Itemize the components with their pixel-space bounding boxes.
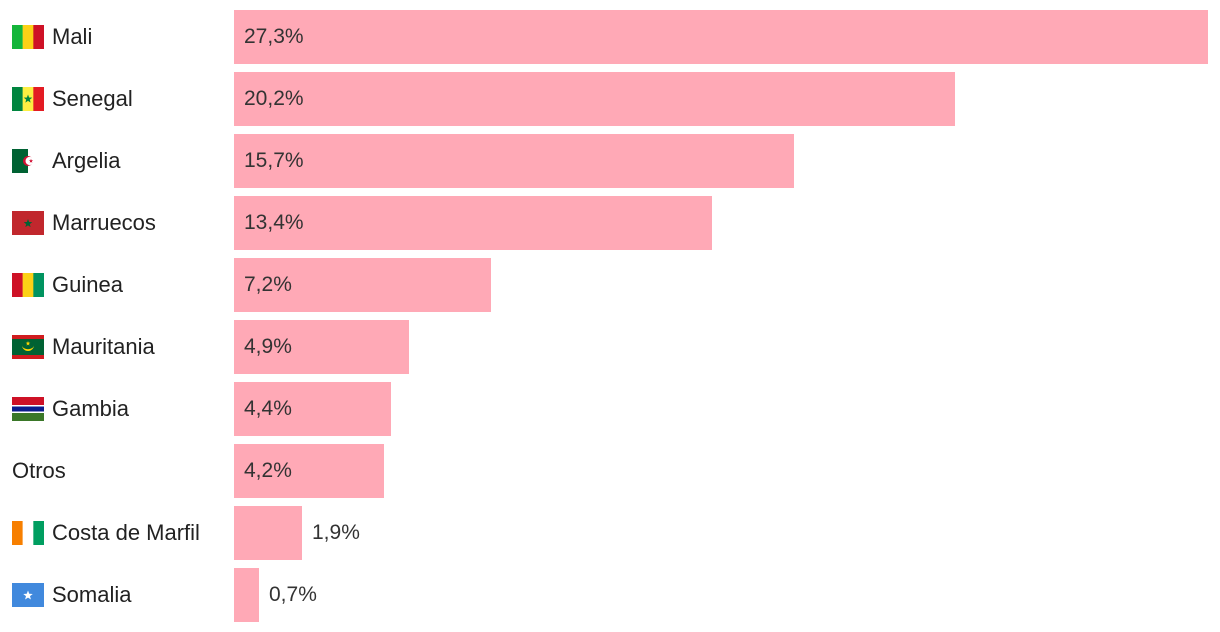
somalia-flag-icon: [12, 583, 44, 607]
value-label: 1,9%: [312, 521, 360, 544]
bar: [234, 320, 409, 374]
bar-row: Marruecos 13,4%: [0, 196, 1220, 250]
value-label: 4,4%: [244, 397, 292, 420]
bar: [234, 506, 302, 560]
bar: [234, 382, 391, 436]
category-label: Guinea: [52, 272, 123, 297]
value-label: 15,7%: [244, 149, 304, 172]
category-label: Argelia: [52, 148, 121, 173]
mali-flag-icon: [12, 25, 44, 49]
value-label: 0,7%: [269, 583, 317, 606]
category-label: Costa de Marfil: [52, 520, 200, 545]
bar-row: Guinea 7,2%: [0, 258, 1220, 312]
bar: [234, 72, 955, 126]
bar: [234, 258, 491, 312]
category-label: Mali: [52, 24, 93, 49]
value-label: 4,2%: [244, 459, 292, 482]
bar-row: Somalia 0,7%: [0, 568, 1220, 622]
bar: [234, 444, 384, 498]
bar-row: Argelia 15,7%: [0, 134, 1220, 188]
mauritania-flag-icon: [12, 335, 44, 359]
category-label: Gambia: [52, 396, 130, 421]
value-label: 13,4%: [244, 211, 304, 234]
category-label: Mauritania: [52, 334, 155, 359]
value-label: 4,9%: [244, 335, 292, 358]
bar-row: Costa de Marfil 1,9%: [0, 506, 1220, 560]
category-label: Somalia: [52, 582, 132, 607]
category-label: Marruecos: [52, 210, 156, 235]
bar-row: Gambia 4,4%: [0, 382, 1220, 436]
senegal-flag-icon: [12, 87, 44, 111]
bar: [234, 568, 259, 622]
morocco-flag-icon: [12, 211, 44, 235]
guinea-flag-icon: [12, 273, 44, 297]
bar-row: Mali 27,3%: [0, 10, 1220, 64]
bar: [234, 196, 712, 250]
bar-row: Senegal 20,2%: [0, 72, 1220, 126]
ivory-coast-flag-icon: [12, 521, 44, 545]
bar-row: Otros 4,2%: [0, 444, 1220, 498]
value-label: 7,2%: [244, 273, 292, 296]
value-label: 20,2%: [244, 87, 304, 110]
category-label: Otros: [12, 458, 66, 483]
bar: [234, 134, 794, 188]
bar-row: Mauritania 4,9%: [0, 320, 1220, 374]
value-label: 27,3%: [244, 25, 304, 48]
category-label: Senegal: [52, 86, 133, 111]
bar: [234, 10, 1208, 64]
algeria-flag-icon: [12, 149, 44, 173]
gambia-flag-icon: [12, 397, 44, 421]
